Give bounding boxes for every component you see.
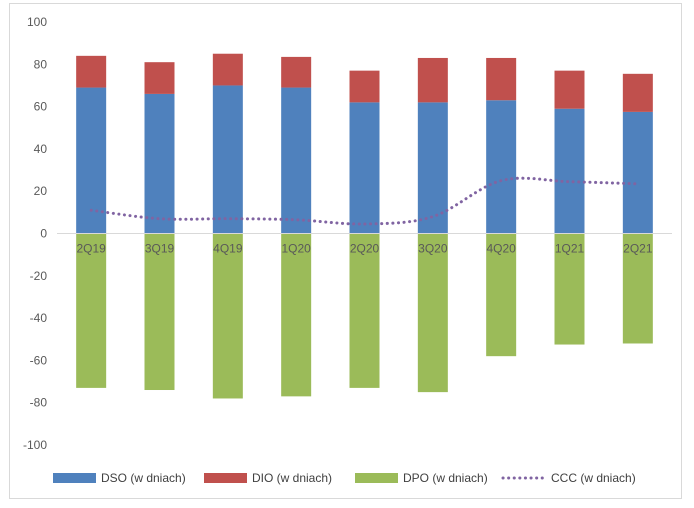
y-tick-label: 0 <box>40 227 47 241</box>
legend-swatch-dio <box>204 473 247 483</box>
y-tick-label: -80 <box>30 396 48 410</box>
y-axis-ticks: 100 80 60 40 20 0 -20 -40 -60 -80 -100 <box>23 15 47 452</box>
legend: DSO (w dniach) DIO (w dniach) DPO (w dniac… <box>53 471 636 485</box>
bar-dpo-2q21 <box>622 233 653 344</box>
y-tick-label: 20 <box>34 184 48 198</box>
bar-dso-2q21 <box>622 111 653 234</box>
bar-dpo-3q20 <box>417 233 448 393</box>
y-tick-label: -60 <box>30 353 48 367</box>
x-axis-ticks: 2Q19 3Q19 4Q19 1Q20 2Q20 3Q20 4Q20 1Q21 2Q21 <box>76 242 652 256</box>
bar-dio-2q20 <box>349 70 380 103</box>
y-tick-label: -40 <box>30 311 48 325</box>
x-tick-label: 2Q20 <box>350 242 380 256</box>
y-tick-label: 40 <box>34 142 48 156</box>
ccc-line-group <box>89 176 640 226</box>
bar-dso-4q20 <box>486 100 517 234</box>
bar-dio-4q20 <box>486 57 517 101</box>
bar-dpo-1q20 <box>281 233 312 397</box>
legend-swatch-dso <box>53 473 96 483</box>
bar-dpo-3q19 <box>144 233 175 391</box>
x-tick-label: 2Q19 <box>76 242 106 256</box>
bar-dpo-2q20 <box>349 233 380 388</box>
bar-dio-1q21 <box>554 70 585 109</box>
x-tick-label: 2Q21 <box>623 242 653 256</box>
x-tick-label: 4Q20 <box>486 242 516 256</box>
y-tick-label: -20 <box>30 269 48 283</box>
bar-dso-1q21 <box>554 108 585 234</box>
bar-dso-3q20 <box>417 102 448 234</box>
bar-dio-2q19 <box>76 55 107 88</box>
legend-label-dio: DIO (w dniach) <box>252 471 332 485</box>
ccc-line <box>89 176 640 226</box>
x-tick-label: 1Q21 <box>555 242 585 256</box>
bar-dio-4q19 <box>212 53 243 86</box>
x-tick-label: 4Q19 <box>213 242 243 256</box>
bar-dio-1q20 <box>281 56 312 88</box>
bar-dpo-4q20 <box>486 233 517 357</box>
bar-dso-1q20 <box>281 87 312 234</box>
bar-dpo-1q21 <box>554 233 585 345</box>
bar-dso-2q20 <box>349 102 380 234</box>
bar-dio-2q21 <box>622 73 653 112</box>
legend-swatch-dpo <box>355 473 398 483</box>
y-tick-label: 80 <box>34 57 48 71</box>
y-tick-label: -100 <box>23 438 47 452</box>
x-tick-label: 3Q19 <box>145 242 175 256</box>
bar-dso-4q19 <box>212 85 243 234</box>
legend-label-dpo: DPO (w dniach) <box>403 471 488 485</box>
legend-label-ccc: CCC (w dniach) <box>551 471 636 485</box>
bar-dio-3q20 <box>417 57 448 103</box>
y-tick-label: 60 <box>34 100 48 114</box>
x-tick-label: 3Q20 <box>418 242 448 256</box>
bar-dso-3q19 <box>144 93 175 234</box>
bar-dpo-2q19 <box>76 233 107 388</box>
bar-dpo-4q19 <box>212 233 243 399</box>
bar-dio-3q19 <box>144 62 175 94</box>
x-tick-label: 1Q20 <box>281 242 311 256</box>
bars-group <box>76 53 653 399</box>
legend-label-dso: DSO (w dniach) <box>101 471 186 485</box>
y-tick-label: 100 <box>27 15 47 29</box>
